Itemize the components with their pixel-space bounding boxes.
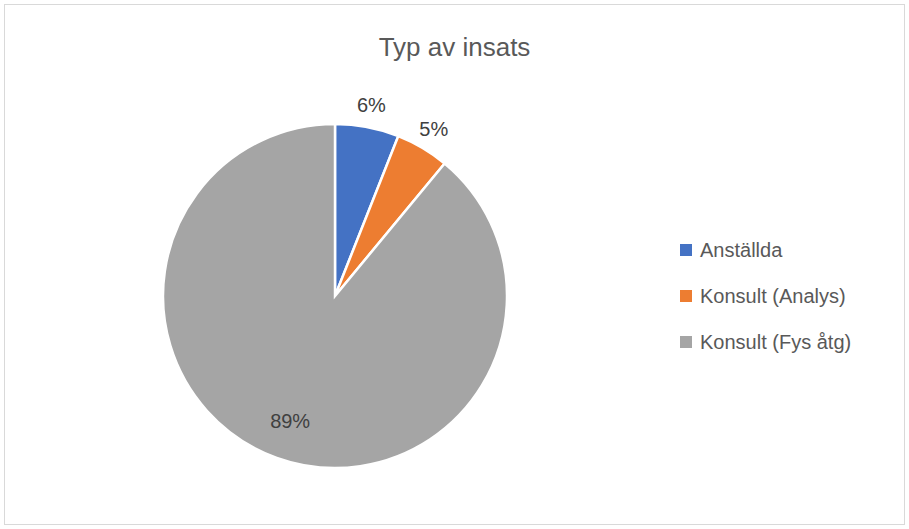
pie-slice [163,124,507,468]
legend-swatch [680,290,692,302]
chart-title: Typ av insats [379,32,531,62]
pie [163,124,507,468]
legend-item: Anställda [680,239,783,261]
legend-label: Konsult (Analys) [700,285,846,307]
legend-item: Konsult (Fys åtg) [680,331,851,353]
legend-label: Anställda [700,239,783,261]
data-label: 5% [419,118,448,140]
legend: Anställda Konsult (Analys) Konsult (Fys åt… [680,239,851,353]
data-label: 6% [357,94,386,116]
data-labels: 6% 5% 89% [270,94,448,431]
data-label: 89% [270,410,310,432]
legend-swatch [680,244,692,256]
legend-swatch [680,336,692,348]
chart-frame [5,5,905,525]
chart: Typ av insats 6% 5% 89% Anställda Konsult (An… [0,0,909,529]
legend-item: Konsult (Analys) [680,285,846,307]
legend-label: Konsult (Fys åtg) [700,331,851,353]
